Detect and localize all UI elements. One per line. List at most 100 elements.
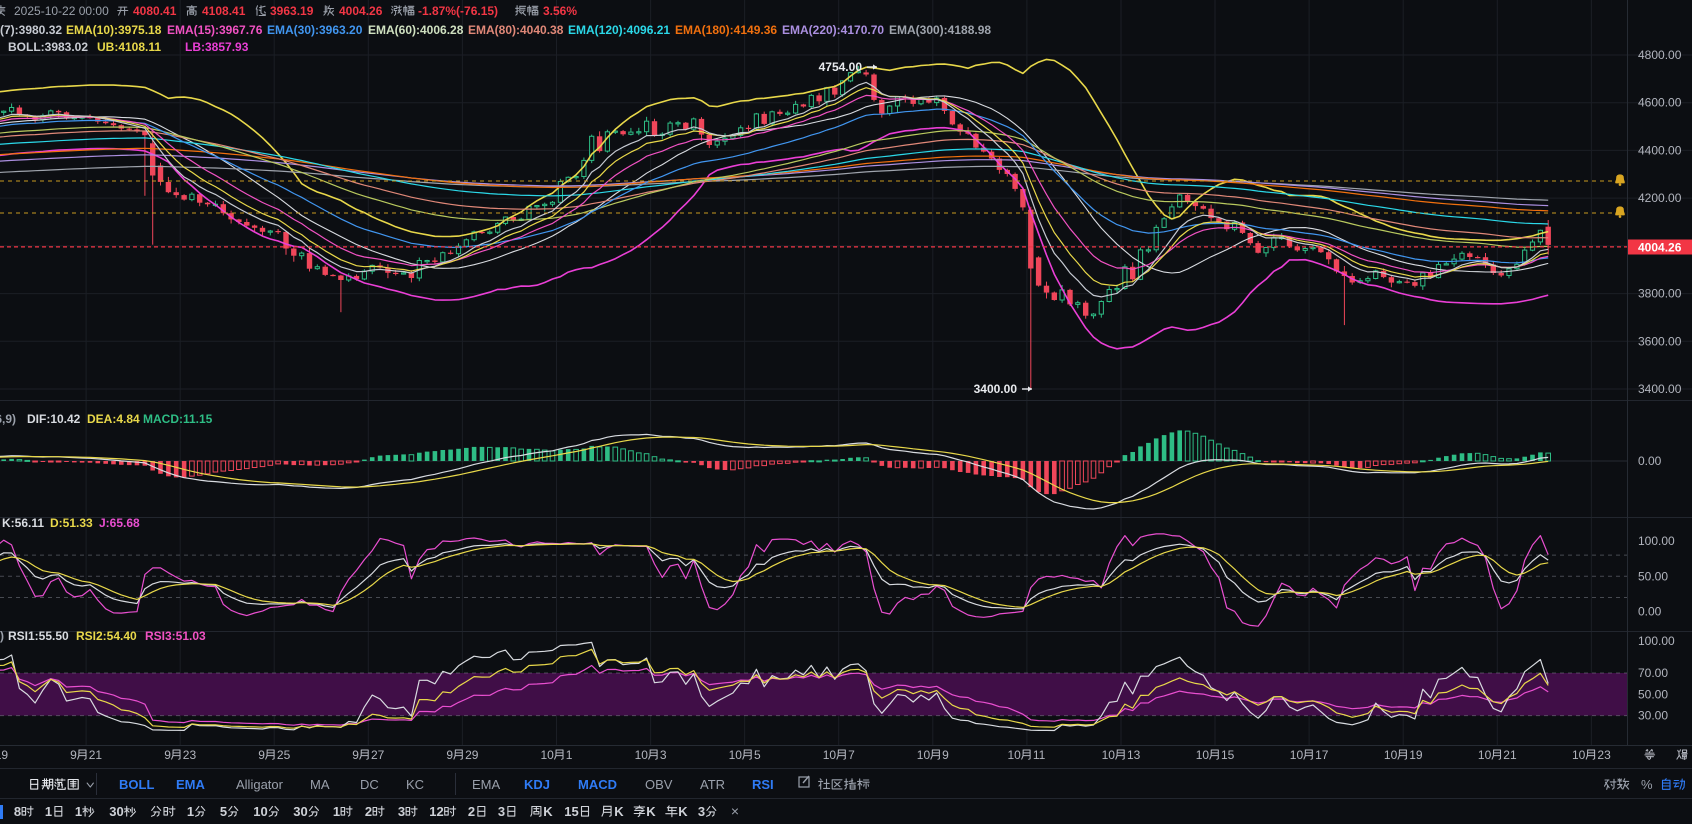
- svg-text:K: K: [543, 804, 553, 819]
- svg-text:D:51.33: D:51.33: [50, 516, 93, 530]
- svg-text:EMA(300):4188.98: EMA(300):4188.98: [889, 23, 991, 37]
- svg-text:EMA(180):4149.36: EMA(180):4149.36: [675, 23, 777, 37]
- svg-text:MACD:11.15: MACD:11.15: [143, 412, 213, 426]
- svg-text:): ): [0, 629, 4, 643]
- svg-text:70.00: 70.00: [1638, 666, 1668, 680]
- svg-text:4600.00: 4600.00: [1638, 96, 1682, 110]
- svg-text:10: 10: [1478, 748, 1492, 762]
- svg-text:OBV: OBV: [645, 777, 673, 792]
- svg-text:K:56.11: K:56.11: [2, 516, 44, 530]
- svg-text:10: 10: [1102, 748, 1116, 762]
- svg-text:%: %: [1641, 777, 1653, 792]
- svg-text:4200.00: 4200.00: [1638, 191, 1682, 205]
- svg-text:15: 15: [1221, 748, 1235, 762]
- svg-text:2: 2: [365, 804, 372, 819]
- svg-text:8: 8: [14, 804, 21, 819]
- svg-text:10: 10: [1008, 748, 1022, 762]
- svg-text:RSI: RSI: [752, 777, 774, 792]
- svg-text:MACD: MACD: [578, 777, 617, 792]
- svg-text:1: 1: [566, 748, 573, 762]
- svg-text:0.00: 0.00: [1638, 605, 1662, 619]
- svg-text:9: 9: [942, 748, 949, 762]
- svg-text:19: 19: [1409, 748, 1423, 762]
- svg-text:2025-10-22 00:00: 2025-10-22 00:00: [14, 4, 109, 18]
- svg-text:-1.87%(-76.15): -1.87%(-76.15): [418, 4, 498, 18]
- svg-text:9: 9: [70, 748, 77, 762]
- svg-text:EMA(60):4006.28: EMA(60):4006.28: [368, 23, 464, 37]
- svg-text:13: 13: [1127, 748, 1141, 762]
- svg-text:(7):3980.32: (7):3980.32: [0, 23, 62, 37]
- svg-text:1: 1: [75, 804, 82, 819]
- svg-text:×: ×: [731, 803, 739, 819]
- svg-text:LB:3857.93: LB:3857.93: [185, 40, 249, 54]
- svg-text:0.00: 0.00: [1638, 454, 1662, 468]
- svg-text:3: 3: [660, 748, 667, 762]
- svg-text:100.00: 100.00: [1638, 534, 1675, 548]
- svg-text:100.00: 100.00: [1638, 634, 1675, 648]
- svg-text:10: 10: [1572, 748, 1586, 762]
- svg-text:BOLL: BOLL: [119, 777, 154, 792]
- svg-text:50.00: 50.00: [1638, 687, 1668, 701]
- svg-text:10: 10: [1290, 748, 1304, 762]
- svg-text:3600.00: 3600.00: [1638, 334, 1682, 348]
- svg-text:DC: DC: [360, 777, 379, 792]
- svg-text:EMA(30):3963.20: EMA(30):3963.20: [267, 23, 363, 37]
- svg-text:23: 23: [1597, 748, 1611, 762]
- svg-text:4108.41: 4108.41: [202, 4, 246, 18]
- svg-text:ATR: ATR: [700, 777, 725, 792]
- svg-text:J:65.68: J:65.68: [99, 516, 140, 530]
- svg-text:EMA(80):4040.38: EMA(80):4040.38: [468, 23, 564, 37]
- svg-text:21: 21: [1503, 748, 1517, 762]
- svg-text:23: 23: [183, 748, 197, 762]
- svg-text:10: 10: [541, 748, 555, 762]
- svg-text:10: 10: [635, 748, 649, 762]
- svg-text:3.56%: 3.56%: [543, 4, 577, 18]
- svg-text:KDJ: KDJ: [524, 777, 550, 792]
- svg-text:RSI1:55.50: RSI1:55.50: [8, 629, 69, 643]
- svg-text:10: 10: [1384, 748, 1398, 762]
- svg-text:9: 9: [258, 748, 265, 762]
- svg-text:30: 30: [109, 804, 123, 819]
- svg-text:UB:4108.11: UB:4108.11: [97, 40, 161, 54]
- svg-text:K: K: [646, 804, 656, 819]
- svg-text:EMA(120):4096.21: EMA(120):4096.21: [568, 23, 670, 37]
- svg-text:3: 3: [398, 804, 405, 819]
- svg-text:9: 9: [352, 748, 359, 762]
- svg-text:EMA: EMA: [472, 777, 501, 792]
- svg-text:DIF:10.42: DIF:10.42: [27, 412, 81, 426]
- svg-text:11: 11: [1033, 748, 1046, 762]
- svg-text:25: 25: [277, 748, 291, 762]
- svg-text:MA: MA: [310, 777, 330, 792]
- svg-text:30.00: 30.00: [1638, 709, 1668, 723]
- svg-text:27: 27: [371, 748, 385, 762]
- svg-text:EMA(220):4170.70: EMA(220):4170.70: [782, 23, 884, 37]
- svg-text:KC: KC: [406, 777, 424, 792]
- svg-text:K: K: [614, 804, 624, 819]
- svg-text:2: 2: [468, 804, 475, 819]
- svg-text:3: 3: [698, 804, 705, 819]
- svg-text:19: 19: [0, 748, 8, 762]
- svg-text:EMA: EMA: [176, 777, 206, 792]
- svg-text:3963.19: 3963.19: [270, 4, 314, 18]
- svg-text:RSI2:54.40: RSI2:54.40: [76, 629, 137, 643]
- svg-text:21: 21: [89, 748, 103, 762]
- svg-text:RSI3:51.03: RSI3:51.03: [145, 629, 206, 643]
- svg-text:3: 3: [498, 804, 505, 819]
- svg-text:4080.41: 4080.41: [133, 4, 177, 18]
- svg-text:3400.00: 3400.00: [1638, 382, 1682, 396]
- svg-text:10: 10: [917, 748, 931, 762]
- svg-text:BOLL:3983.02: BOLL:3983.02: [8, 40, 88, 54]
- svg-text:1: 1: [45, 804, 52, 819]
- svg-text:DEA:4.84: DEA:4.84: [87, 412, 140, 426]
- svg-text:3800.00: 3800.00: [1638, 287, 1682, 301]
- svg-text:50.00: 50.00: [1638, 569, 1668, 583]
- svg-text:K: K: [678, 804, 688, 819]
- svg-text:4800.00: 4800.00: [1638, 48, 1682, 62]
- svg-text:4004.26: 4004.26: [1638, 241, 1682, 255]
- svg-text:Alligator: Alligator: [236, 777, 284, 792]
- svg-text:3400.00: 3400.00: [974, 382, 1018, 396]
- svg-text:EMA(15):3967.76: EMA(15):3967.76: [167, 23, 263, 37]
- svg-text:10: 10: [729, 748, 743, 762]
- svg-text:17: 17: [1315, 748, 1329, 762]
- svg-text:EMA(10):3975.18: EMA(10):3975.18: [66, 23, 162, 37]
